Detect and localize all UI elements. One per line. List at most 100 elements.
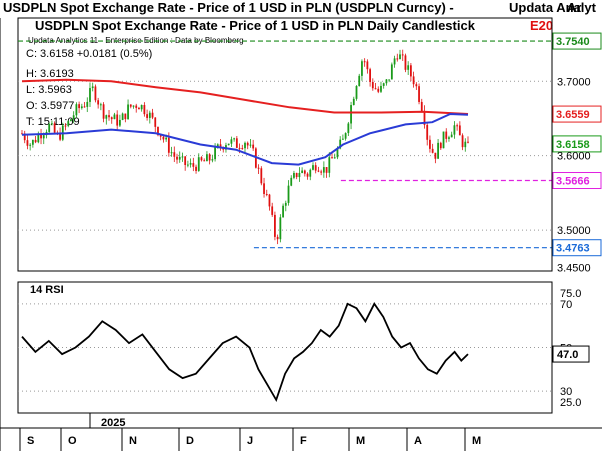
candle-body bbox=[94, 86, 97, 101]
candle-body bbox=[154, 117, 157, 127]
candle-body bbox=[110, 117, 113, 120]
window-title-bar: USDPLN Spot Exchange Rate - Price of 1 U… bbox=[0, 0, 602, 16]
right-tab-label[interactable]: Ar bbox=[567, 0, 582, 15]
candle-body bbox=[206, 154, 208, 162]
candle-body bbox=[355, 86, 358, 99]
candle-body bbox=[157, 126, 159, 136]
candle-body bbox=[178, 156, 181, 160]
candle-body bbox=[282, 205, 284, 218]
candle-body bbox=[458, 125, 461, 136]
candle-body bbox=[448, 137, 450, 139]
candle-body bbox=[420, 101, 423, 112]
source-note: Updata Analytics 11 - Enterprise Edition… bbox=[28, 36, 244, 45]
year-label: 2025 bbox=[101, 417, 125, 429]
month-label: M bbox=[356, 435, 365, 447]
candle-body bbox=[322, 167, 325, 173]
candle-body bbox=[31, 139, 34, 145]
candle-body bbox=[450, 134, 453, 138]
candle-body bbox=[350, 105, 352, 124]
rsi-title: 14 RSI bbox=[30, 284, 64, 296]
rsi-tick-label: 70 bbox=[560, 299, 572, 311]
candle-body bbox=[162, 136, 165, 140]
candle-body bbox=[146, 114, 148, 118]
candle-body bbox=[363, 61, 366, 63]
candle-body bbox=[339, 139, 342, 149]
candle-body bbox=[453, 125, 456, 135]
ma-fast-line bbox=[21, 112, 469, 166]
candle-body bbox=[216, 144, 219, 147]
candle-body bbox=[64, 125, 67, 127]
candle-body bbox=[119, 119, 121, 126]
level-tag-label: 3.7540 bbox=[556, 36, 590, 48]
candle-body bbox=[102, 104, 105, 119]
candle-body bbox=[382, 83, 385, 86]
candle-body bbox=[233, 138, 236, 140]
candle-body bbox=[342, 138, 344, 140]
candle-body bbox=[42, 135, 45, 139]
month-label: J bbox=[247, 435, 253, 447]
candle-body bbox=[333, 157, 336, 159]
candle-body bbox=[284, 202, 287, 206]
candle-body bbox=[293, 172, 295, 178]
candle-body bbox=[268, 194, 271, 207]
candle-body bbox=[91, 86, 94, 89]
candle-body bbox=[192, 163, 195, 167]
chart-subtitle: USDPLN Spot Exchange Rate - Price of 1 U… bbox=[35, 18, 476, 33]
candle-body bbox=[467, 141, 469, 143]
candle-body bbox=[371, 81, 374, 89]
candle-body bbox=[75, 104, 78, 116]
candle-body bbox=[200, 157, 203, 161]
candle-body bbox=[399, 54, 401, 60]
candle-body bbox=[352, 98, 355, 106]
ohlc-low: L: 3.5963 bbox=[26, 84, 72, 96]
candle-body bbox=[388, 79, 391, 81]
candle-body bbox=[186, 164, 189, 166]
candle-body bbox=[26, 140, 29, 146]
candle-body bbox=[40, 134, 42, 139]
candle-body bbox=[252, 144, 255, 149]
candle-body bbox=[418, 86, 420, 102]
candle-body bbox=[306, 173, 309, 177]
candle-body bbox=[72, 115, 75, 120]
candle-body bbox=[431, 148, 434, 153]
candle-body bbox=[461, 135, 464, 148]
candle-body bbox=[325, 167, 328, 173]
candle-body bbox=[238, 147, 241, 149]
chart-subtitle-cut: E20 bbox=[530, 18, 553, 33]
candle-body bbox=[265, 193, 268, 195]
candle-body bbox=[227, 143, 230, 146]
month-label: N bbox=[129, 435, 137, 447]
price-tick-label: 3.6000 bbox=[557, 151, 591, 163]
candle-body bbox=[426, 124, 429, 140]
candle-body bbox=[105, 115, 108, 119]
candle-body bbox=[230, 139, 233, 144]
tag-label-last: 3.6158 bbox=[556, 139, 590, 151]
candle-body bbox=[412, 76, 415, 85]
candle-body bbox=[295, 172, 298, 178]
candle-body bbox=[195, 166, 197, 171]
candle-body bbox=[170, 152, 173, 154]
candle-body bbox=[390, 64, 393, 80]
price-tick-label: 3.4500 bbox=[557, 262, 591, 274]
candle-body bbox=[135, 105, 138, 108]
rsi-tick-label: 75.0 bbox=[560, 288, 581, 300]
candle-body bbox=[274, 214, 276, 237]
month-label: S bbox=[27, 435, 34, 447]
candle-body bbox=[464, 141, 467, 148]
candle-body bbox=[167, 137, 170, 153]
candle-body bbox=[89, 88, 91, 102]
candle-body bbox=[124, 113, 127, 120]
candle-body bbox=[377, 88, 380, 92]
candle-body bbox=[260, 168, 263, 184]
month-label: A bbox=[414, 435, 422, 447]
candle-body bbox=[312, 165, 314, 170]
candle-body bbox=[366, 61, 369, 70]
candle-body bbox=[214, 146, 216, 160]
candle-body bbox=[219, 144, 222, 148]
candle-body bbox=[34, 139, 37, 143]
price-tick-label: 3.5000 bbox=[557, 225, 591, 237]
candle-body bbox=[108, 115, 110, 118]
candle-body bbox=[301, 170, 304, 173]
candle-body bbox=[396, 58, 399, 60]
candle-body bbox=[173, 152, 176, 157]
